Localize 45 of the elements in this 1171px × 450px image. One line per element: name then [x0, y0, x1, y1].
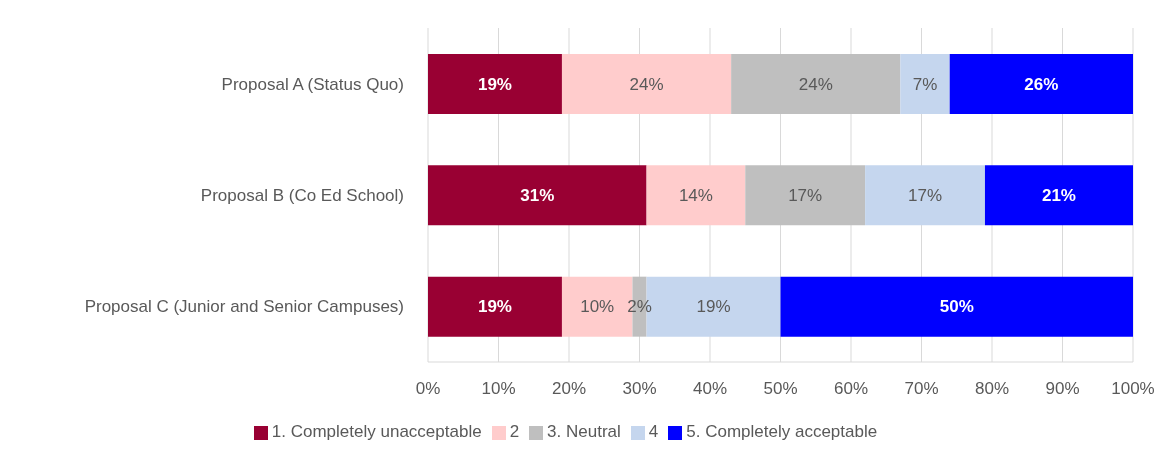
data-label: 24% [798, 74, 833, 94]
y-tick-label: Proposal C (Junior and Senior Campuses) [84, 297, 404, 317]
data-label: 14% [678, 185, 713, 205]
x-tick-label: 60% [833, 379, 869, 399]
data-label: 10% [580, 297, 615, 317]
legend-label: 1. Completely unacceptable [271, 422, 482, 441]
data-label: 7% [912, 74, 938, 94]
x-tick-label: 70% [904, 379, 939, 399]
bar [780, 276, 1133, 337]
data-label: 26% [1024, 74, 1059, 94]
bar [646, 165, 746, 226]
data-label: 50% [939, 297, 974, 317]
x-tick-label: 40% [692, 379, 728, 399]
x-tick-label: 10% [481, 379, 516, 399]
legend-label: 3. Neutral [547, 422, 621, 441]
x-tick-label: 90% [1045, 379, 1080, 399]
data-label: 21% [1041, 185, 1076, 205]
x-tick-label: 0% [415, 379, 441, 399]
data-label: 17% [788, 185, 823, 205]
x-tick-label: 20% [551, 379, 587, 399]
legend-label: 2 [509, 422, 520, 441]
x-tick-label: 30% [622, 379, 657, 399]
bar [428, 276, 562, 337]
data-label: 19% [696, 297, 731, 317]
bar [428, 165, 647, 226]
x-tick-label: 80% [974, 379, 1010, 399]
bar [428, 54, 562, 114]
bar [865, 165, 985, 226]
data-label: 24% [629, 74, 664, 94]
bar [745, 165, 866, 226]
legend-label: 4 [648, 422, 659, 441]
data-label: 31% [520, 185, 555, 205]
data-label: 19% [477, 297, 512, 317]
bar [731, 54, 901, 114]
data-label: 17% [908, 185, 943, 205]
bar [900, 54, 950, 114]
bar [561, 54, 732, 114]
bar [984, 165, 1133, 226]
bar [949, 54, 1133, 114]
y-tick-label: Proposal B (Co Ed School) [200, 186, 404, 206]
x-tick-label: 100% [1111, 379, 1155, 399]
legend-label: 5. Completely acceptable [686, 422, 878, 441]
x-tick-label: 50% [763, 379, 798, 399]
data-label: 19% [477, 74, 512, 94]
y-tick-label: Proposal A (Status Quo) [221, 74, 404, 94]
